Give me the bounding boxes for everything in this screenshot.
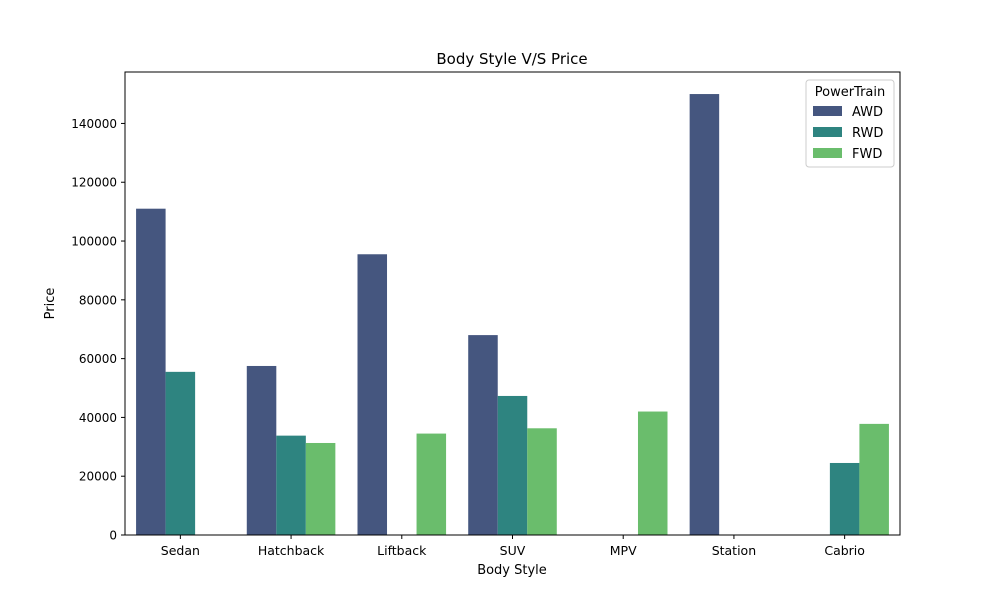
y-tick-label: 40000: [79, 411, 117, 425]
x-tick-label: Station: [712, 543, 756, 558]
bar-awd-station: [689, 94, 720, 536]
legend-swatch-awd: [813, 106, 842, 116]
y-tick-label: 0: [109, 529, 117, 543]
y-tick-label: 60000: [79, 352, 117, 366]
bar-awd-sedan: [136, 208, 166, 535]
bar-rwd-hatchback: [276, 435, 306, 535]
y-tick-label: 120000: [71, 176, 117, 190]
x-tick-label: MPV: [610, 543, 637, 558]
x-tick-label: Liftback: [377, 543, 427, 558]
legend-label-awd: AWD: [852, 105, 883, 120]
bar-rwd-suv: [497, 395, 528, 535]
bar-fwd-liftback: [416, 433, 447, 535]
x-tick-label: Cabrio: [824, 543, 865, 558]
x-tick-label: Hatchback: [258, 543, 325, 558]
bar-fwd-hatchback: [305, 442, 336, 535]
bar-rwd-cabrio: [829, 462, 860, 535]
legend-label-rwd: RWD: [852, 126, 883, 141]
legend-swatch-rwd: [813, 127, 842, 137]
y-tick-label: 20000: [79, 470, 117, 484]
y-axis-label: Price: [43, 288, 58, 320]
bar-fwd-mpv: [637, 411, 668, 535]
y-tick-label: 100000: [71, 235, 117, 249]
bar-awd-hatchback: [246, 365, 277, 535]
x-axis-label: Body Style: [477, 563, 547, 578]
legend-title: PowerTrain: [815, 85, 886, 100]
bars-layer: [136, 94, 889, 536]
bar-fwd-suv: [527, 428, 557, 535]
x-tick-label: SUV: [500, 543, 526, 558]
bar-awd-suv: [468, 335, 498, 535]
plot-frame: [124, 71, 901, 536]
legend-swatch-fwd: [813, 148, 842, 158]
bar-rwd-sedan: [165, 371, 196, 535]
y-tick-label: 80000: [79, 293, 117, 307]
y-tick-label: 140000: [71, 117, 117, 131]
legend: PowerTrain AWD RWD FWD: [805, 79, 895, 168]
y-axis: 0 20000 40000 60000 80000 100000 120000 140000: [71, 117, 125, 543]
x-axis: Sedan Hatchback Liftback SUV MPV Station Cabri…: [161, 535, 865, 558]
x-tick-label: Sedan: [161, 543, 200, 558]
bar-awd-liftback: [357, 254, 388, 535]
legend-label-fwd: FWD: [852, 147, 882, 162]
chart-title: Body Style V/S Price: [436, 50, 587, 68]
legend-box: [805, 79, 895, 168]
bar-fwd-cabrio: [859, 423, 889, 535]
